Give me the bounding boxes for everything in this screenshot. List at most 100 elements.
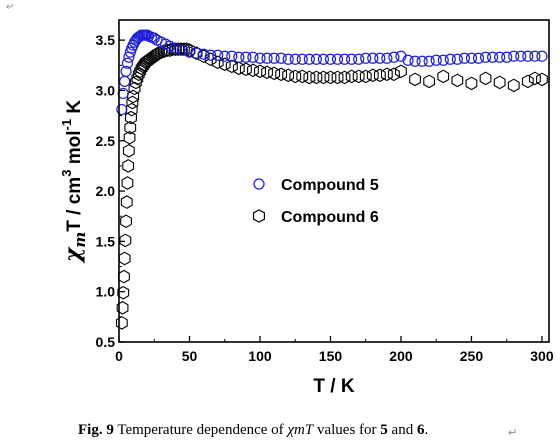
data-point-compound-6: [124, 120, 137, 135]
data-point-compound-6: [310, 70, 323, 85]
data-point-compound-6: [131, 71, 144, 86]
data-point-compound-5: [226, 50, 238, 62]
data-point-compound-6: [282, 68, 295, 83]
data-point-compound-5: [494, 51, 506, 63]
data-point-compound-5: [176, 44, 189, 56]
data-point-compound-6: [465, 76, 478, 91]
data-point-compound-6: [128, 81, 141, 96]
data-point-compound-5: [275, 52, 287, 64]
data-point-compound-6: [303, 70, 316, 85]
data-point-compound-6: [324, 70, 337, 85]
data-point-compound-6: [409, 72, 421, 87]
data-point-compound-6: [122, 159, 135, 173]
y-axis: 0.5 1.0 1.5 2.0 2.5 3.0 3.5: [96, 32, 125, 350]
x-tick-label: 150: [319, 348, 343, 364]
caption-text-2: values for: [313, 422, 381, 438]
data-point-compound-5: [416, 55, 428, 67]
data-point-compound-5: [254, 52, 266, 64]
data-point-compound-6: [183, 43, 196, 58]
data-point-compound-5: [119, 75, 131, 87]
data-point-compound-6: [493, 75, 506, 90]
data-point-compound-6: [268, 66, 281, 81]
data-point-compound-5: [360, 52, 372, 64]
data-point-compound-5: [310, 53, 322, 65]
x-tick-label: 50: [182, 348, 198, 364]
data-point-compound-6: [122, 143, 135, 158]
data-point-compound-5: [479, 51, 492, 63]
data-point-compound-5: [324, 53, 337, 65]
data-point-compound-6: [149, 48, 162, 63]
data-point-compound-6: [423, 74, 436, 89]
data-point-compound-6: [521, 74, 534, 89]
data-point-compound-6: [247, 63, 259, 78]
data-point-compound-5: [515, 50, 527, 62]
data-point-compound-5: [116, 103, 128, 116]
data-point-compound-5: [487, 51, 499, 63]
data-point-compound-6: [115, 316, 128, 330]
data-point-compound-5: [508, 50, 520, 62]
x-tick-label: 100: [248, 348, 272, 364]
data-point-compound-5: [409, 55, 421, 67]
data-point-compound-5: [465, 52, 478, 64]
series-compound-5: [116, 29, 548, 116]
data-point-compound-5: [423, 55, 435, 67]
data-point-compound-6: [121, 176, 134, 190]
data-point-compound-6: [366, 68, 379, 83]
data-point-compound-5: [501, 51, 513, 63]
data-point-compound-6: [395, 64, 407, 79]
data-point-compound-5: [402, 54, 414, 66]
data-point-compound-5: [190, 47, 203, 59]
y-tick-label: 3.0: [96, 82, 116, 98]
y-tick-label: 0.5: [96, 334, 116, 350]
data-point-compound-6: [166, 42, 179, 57]
data-point-compound-6: [125, 110, 137, 125]
x-axis-label: T / K: [313, 376, 354, 397]
data-point-compound-6: [317, 70, 330, 85]
data-point-compound-6: [148, 49, 161, 64]
data-point-compound-5: [205, 49, 217, 61]
legend-marker-compound-5: [253, 178, 265, 190]
data-point-compound-6: [116, 300, 129, 315]
data-point-compound-6: [132, 67, 145, 82]
data-point-compound-5: [346, 53, 358, 65]
data-point-compound-6: [528, 71, 541, 86]
data-point-compound-5: [233, 51, 245, 63]
x-tick-label: 0: [115, 348, 123, 364]
caption-text: Temperature dependence of: [113, 422, 288, 438]
data-point-compound-5: [282, 53, 294, 65]
data-point-compound-5: [367, 52, 379, 64]
data-point-compound-6: [232, 61, 245, 76]
data-point-compound-6: [479, 71, 492, 86]
caption-figure-number: Fig. 9: [78, 422, 114, 438]
data-point-compound-6: [125, 102, 138, 117]
data-point-compound-5: [338, 53, 351, 65]
data-point-compound-6: [507, 78, 520, 93]
data-point-compound-5: [536, 50, 548, 62]
data-point-compound-5: [522, 50, 534, 62]
caption-and: and: [387, 422, 417, 438]
data-point-compound-5: [169, 42, 181, 54]
caption-end: .: [424, 422, 429, 438]
data-point-compound-6: [289, 69, 302, 84]
legend-label-compound-6: Compound 6: [281, 209, 379, 226]
data-point-compound-6: [352, 69, 365, 84]
legend: Compound 5 Compound 6: [253, 177, 379, 226]
data-point-compound-5: [289, 53, 301, 65]
data-point-compound-5: [381, 52, 393, 64]
data-point-compound-5: [183, 46, 196, 58]
data-point-compound-5: [268, 52, 280, 64]
data-point-compound-6: [437, 69, 450, 84]
data-point-compound-6: [345, 69, 358, 84]
data-point-compound-5: [261, 52, 273, 64]
x-axis: 0 50 100 150 200 250 300: [115, 336, 554, 364]
y-tick-label: 2.0: [96, 183, 116, 199]
x-tick-label: 200: [389, 348, 413, 364]
data-point-compound-5: [197, 48, 210, 60]
x-tick-label: 300: [530, 348, 554, 364]
data-point-compound-6: [338, 70, 351, 85]
data-point-compound-5: [472, 52, 485, 64]
data-point-compound-6: [123, 130, 136, 145]
data-point-compound-5: [121, 57, 134, 69]
data-point-compound-6: [254, 64, 266, 79]
